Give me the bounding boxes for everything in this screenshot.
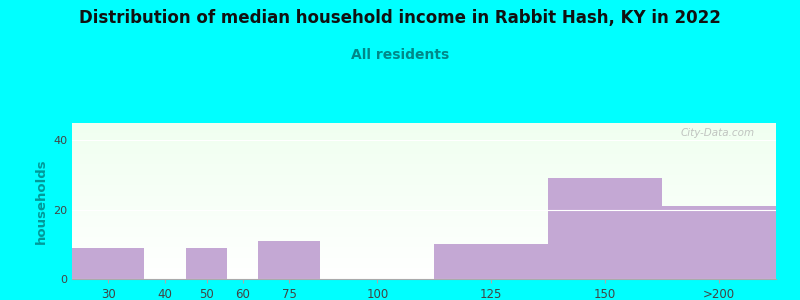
Bar xyxy=(662,206,776,279)
Bar xyxy=(548,178,662,279)
Bar xyxy=(72,248,145,279)
Text: City-Data.com: City-Data.com xyxy=(681,128,755,138)
Text: All residents: All residents xyxy=(351,48,449,62)
Bar xyxy=(434,244,548,279)
Y-axis label: households: households xyxy=(34,158,47,244)
Text: Distribution of median household income in Rabbit Hash, KY in 2022: Distribution of median household income … xyxy=(79,9,721,27)
Bar xyxy=(186,248,227,279)
Bar xyxy=(258,241,321,279)
